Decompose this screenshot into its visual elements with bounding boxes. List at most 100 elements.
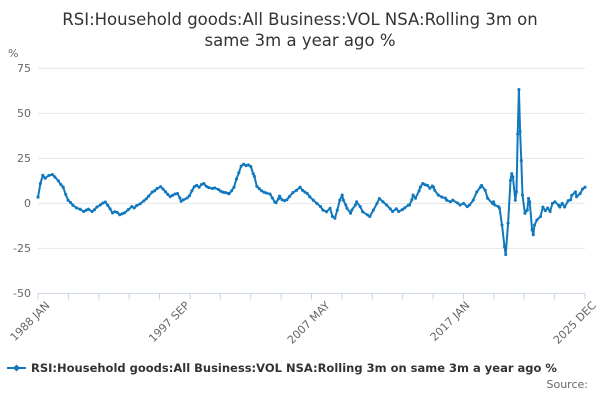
series-point-marker bbox=[500, 223, 504, 227]
series-point-marker bbox=[294, 188, 299, 192]
source-label: Source: bbox=[546, 378, 589, 391]
series-point-marker bbox=[305, 191, 309, 196]
series-point-marker bbox=[126, 208, 130, 212]
chart-title-line2: same 3m a year ago % bbox=[204, 31, 396, 50]
series-point-marker bbox=[385, 203, 389, 207]
series-point-marker bbox=[353, 203, 357, 207]
series-point-marker bbox=[197, 185, 201, 189]
series-point-marker bbox=[338, 198, 342, 202]
y-axis-tick-label: 50 bbox=[17, 106, 31, 120]
legend-line-marker-icon bbox=[7, 364, 26, 372]
series-point-marker bbox=[333, 216, 337, 220]
series-point-marker bbox=[581, 187, 585, 191]
series-point-marker bbox=[375, 201, 379, 205]
series-point-marker bbox=[202, 182, 206, 186]
series-point-marker bbox=[425, 183, 430, 187]
series-point-marker bbox=[451, 198, 455, 202]
series-point-marker bbox=[64, 192, 68, 196]
series-point-marker bbox=[583, 185, 587, 189]
series-point-marker bbox=[190, 189, 194, 193]
series-point-marker bbox=[110, 211, 115, 215]
series-point-marker bbox=[78, 207, 82, 211]
series-point-marker bbox=[207, 186, 211, 190]
series-point-marker bbox=[291, 191, 295, 195]
series-point-marker bbox=[270, 196, 274, 200]
series-point-marker bbox=[84, 208, 88, 212]
series-point-marker bbox=[514, 190, 519, 194]
series-point-marker bbox=[38, 182, 42, 186]
series-point-marker bbox=[303, 190, 307, 194]
series-point-marker bbox=[166, 192, 170, 196]
series-point-marker bbox=[268, 192, 272, 196]
series-point-marker bbox=[175, 191, 180, 196]
series-point-marker bbox=[558, 205, 562, 209]
series-point-marker bbox=[523, 211, 527, 215]
series-point-marker bbox=[458, 203, 462, 207]
series-point-marker bbox=[528, 200, 532, 204]
y-axis-tick-label: 75 bbox=[17, 61, 31, 75]
series-point-marker bbox=[298, 185, 302, 189]
series-point-marker bbox=[371, 208, 375, 212]
series-point-marker bbox=[50, 173, 54, 177]
series-point-marker bbox=[185, 196, 189, 200]
series-point-marker bbox=[237, 171, 241, 175]
series-point-marker bbox=[417, 189, 421, 193]
series-point-marker bbox=[103, 200, 107, 204]
y-axis-tick-label: 0 bbox=[24, 196, 31, 210]
series-point-marker bbox=[161, 187, 165, 191]
series-point-marker bbox=[335, 208, 339, 212]
series-point-marker bbox=[43, 176, 47, 180]
series-point-marker bbox=[418, 185, 422, 189]
series-point-marker bbox=[179, 199, 183, 203]
y-axis-tick-label: 25 bbox=[17, 151, 31, 165]
series-point-marker bbox=[433, 188, 437, 192]
series-point-marker bbox=[56, 179, 60, 183]
series-point-marker bbox=[538, 214, 543, 219]
series-point-marker bbox=[234, 177, 238, 181]
series-point-marker bbox=[518, 129, 522, 133]
series-point-marker bbox=[532, 223, 537, 227]
series-point-marker bbox=[511, 175, 515, 179]
legend-item[interactable]: RSI:Household goods:All Business:VOL NSA… bbox=[7, 361, 557, 375]
series-point-marker bbox=[90, 209, 94, 214]
series-point-marker bbox=[504, 252, 508, 257]
series-point-marker bbox=[86, 207, 91, 211]
series-point-marker bbox=[278, 194, 282, 198]
series-point-marker bbox=[274, 201, 278, 205]
series-point-marker bbox=[471, 198, 475, 202]
series-point-marker bbox=[123, 211, 127, 215]
series-point-marker bbox=[61, 185, 65, 189]
series-line bbox=[37, 88, 586, 256]
series-point-marker bbox=[531, 233, 535, 237]
series-point-marker bbox=[98, 203, 103, 207]
series-point-marker bbox=[159, 185, 163, 189]
series-point-marker bbox=[232, 185, 236, 189]
series-point-marker bbox=[546, 206, 550, 210]
series-point-marker bbox=[118, 213, 122, 217]
series-point-marker bbox=[47, 173, 51, 178]
series-point-marker bbox=[204, 184, 208, 188]
series-point-marker bbox=[276, 197, 280, 201]
series-point-marker bbox=[483, 188, 487, 192]
series-point-marker bbox=[365, 213, 369, 217]
series-point-marker bbox=[506, 221, 510, 225]
series-point-marker bbox=[525, 208, 529, 212]
series-point-marker bbox=[475, 190, 479, 194]
series-point-marker bbox=[68, 200, 73, 205]
series-point-marker bbox=[381, 200, 385, 204]
series-point-marker bbox=[101, 201, 105, 205]
series-point-marker bbox=[106, 203, 110, 207]
series-point-marker bbox=[173, 192, 177, 196]
series-point-marker bbox=[526, 196, 531, 200]
series-point-marker bbox=[264, 191, 268, 195]
series-point-marker bbox=[548, 209, 552, 214]
series-point-marker bbox=[223, 191, 228, 195]
series-point-marker bbox=[394, 207, 398, 211]
series-point-marker bbox=[178, 196, 182, 200]
series-point-marker bbox=[465, 205, 469, 209]
series-point-marker bbox=[345, 206, 349, 210]
series-point-marker bbox=[573, 190, 577, 194]
series-point-marker bbox=[550, 201, 555, 205]
